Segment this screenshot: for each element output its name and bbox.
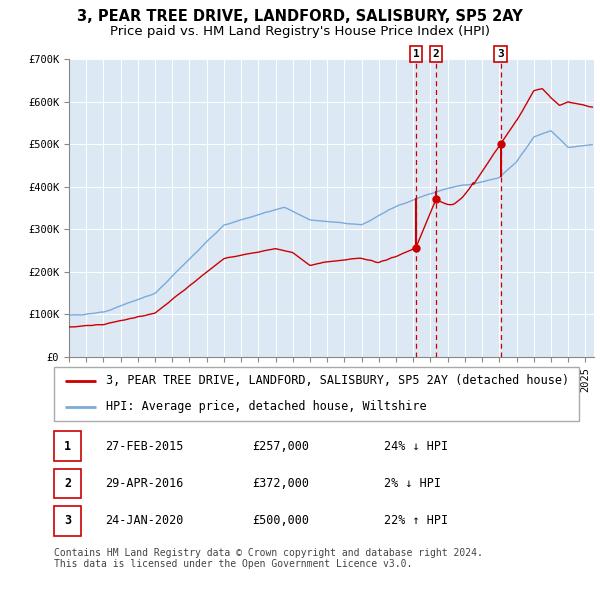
Text: 1: 1 [64, 440, 71, 453]
Text: 29-APR-2016: 29-APR-2016 [105, 477, 184, 490]
Text: 24-JAN-2020: 24-JAN-2020 [105, 514, 184, 527]
Text: £372,000: £372,000 [252, 477, 309, 490]
Text: 22% ↑ HPI: 22% ↑ HPI [384, 514, 448, 527]
Text: 27-FEB-2015: 27-FEB-2015 [105, 440, 184, 453]
Text: Contains HM Land Registry data © Crown copyright and database right 2024.
This d: Contains HM Land Registry data © Crown c… [54, 548, 483, 569]
Text: £500,000: £500,000 [252, 514, 309, 527]
Text: 3, PEAR TREE DRIVE, LANDFORD, SALISBURY, SP5 2AY (detached house): 3, PEAR TREE DRIVE, LANDFORD, SALISBURY,… [107, 375, 569, 388]
Text: Price paid vs. HM Land Registry's House Price Index (HPI): Price paid vs. HM Land Registry's House … [110, 25, 490, 38]
Text: 24% ↓ HPI: 24% ↓ HPI [384, 440, 448, 453]
Text: 2: 2 [64, 477, 71, 490]
Text: 2% ↓ HPI: 2% ↓ HPI [384, 477, 441, 490]
Text: £257,000: £257,000 [252, 440, 309, 453]
Text: 3, PEAR TREE DRIVE, LANDFORD, SALISBURY, SP5 2AY: 3, PEAR TREE DRIVE, LANDFORD, SALISBURY,… [77, 9, 523, 24]
Text: 3: 3 [497, 49, 504, 59]
Text: HPI: Average price, detached house, Wiltshire: HPI: Average price, detached house, Wilt… [107, 400, 427, 413]
Text: 3: 3 [64, 514, 71, 527]
Text: 2: 2 [433, 49, 440, 59]
Text: 1: 1 [413, 49, 419, 59]
